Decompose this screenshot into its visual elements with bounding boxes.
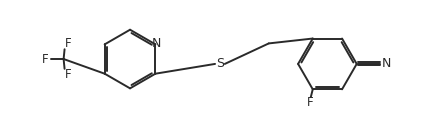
Text: N: N — [381, 57, 391, 70]
Text: F: F — [65, 37, 72, 50]
Text: F: F — [42, 53, 48, 66]
Text: F: F — [306, 96, 313, 110]
Text: F: F — [65, 68, 72, 81]
Text: S: S — [216, 57, 224, 70]
Text: N: N — [152, 37, 161, 50]
